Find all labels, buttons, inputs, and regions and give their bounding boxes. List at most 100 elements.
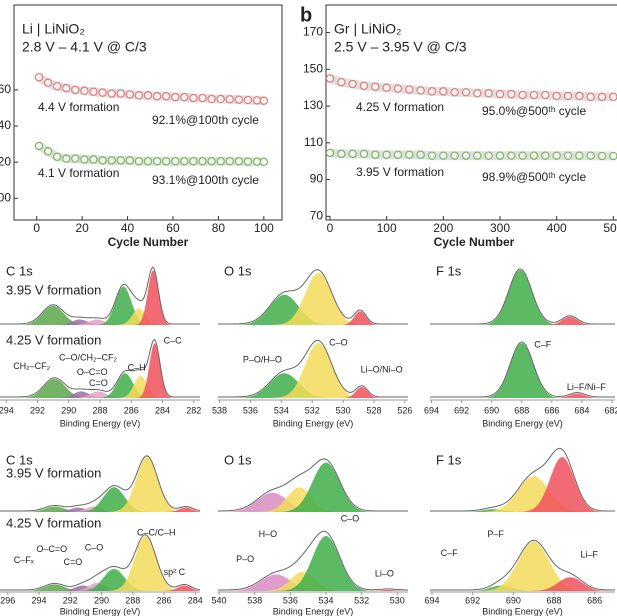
series-label: 4.4 V formation xyxy=(38,100,119,114)
marker xyxy=(80,155,89,164)
fitted-peak xyxy=(218,589,408,591)
peak-label: Li–F xyxy=(581,550,599,560)
marker xyxy=(43,78,53,87)
marker xyxy=(234,157,244,166)
marker xyxy=(189,157,198,166)
marker xyxy=(427,87,437,96)
x-axis-title: Binding Energy (eV) xyxy=(60,418,141,428)
marker xyxy=(541,151,550,160)
peak-label: sp² C xyxy=(164,567,186,577)
y-tick-label: 150 xyxy=(303,61,323,75)
x-axis-title: Cycle Number xyxy=(434,235,515,249)
x-tick-label: 0 xyxy=(33,221,40,235)
marker xyxy=(416,86,425,95)
x-tick-label: 530 xyxy=(390,595,405,605)
x-tick-label: 538 xyxy=(212,405,227,415)
fitted-peak xyxy=(218,373,408,398)
marker xyxy=(34,141,44,151)
marker xyxy=(507,151,516,160)
peak-label: Li–O/Ni–O xyxy=(361,364,403,374)
x-tick-label: 286 xyxy=(124,405,139,415)
fitted-peak xyxy=(0,378,200,398)
x-tick-label: 694 xyxy=(425,595,440,605)
marker xyxy=(125,90,135,99)
x-tick-label: 682 xyxy=(604,405,617,415)
fitted-peak xyxy=(218,462,408,512)
x-axis-title: Binding Energy (eV) xyxy=(273,606,354,616)
envelope xyxy=(430,539,616,591)
marker xyxy=(243,157,253,166)
x-tick-label: 536 xyxy=(243,405,258,415)
marker xyxy=(207,94,216,104)
marker xyxy=(371,150,380,159)
envelope xyxy=(0,266,200,325)
peak-label: O–C=O xyxy=(77,367,108,377)
fitted-peak xyxy=(430,270,615,325)
y-tick-label: 120 xyxy=(0,154,11,168)
y-tick-label: 110 xyxy=(304,135,323,149)
plot-frame xyxy=(13,4,283,221)
y-tick-label: 130 xyxy=(303,98,323,112)
marker xyxy=(563,91,573,101)
peak-label: C–Fₓ xyxy=(14,555,34,565)
x-tick-label: 100 xyxy=(377,221,397,235)
marker xyxy=(416,150,425,159)
x-axis-title: Binding Energy (eV) xyxy=(482,606,563,616)
fitted-peak xyxy=(430,316,615,325)
marker xyxy=(71,154,80,163)
peak-label: P–F xyxy=(487,529,504,539)
marker xyxy=(189,93,198,103)
marker xyxy=(161,92,171,101)
fitted-peak xyxy=(218,311,408,325)
marker xyxy=(152,157,162,166)
marker xyxy=(198,157,207,166)
marker xyxy=(609,151,617,161)
x-tick-label: 530 xyxy=(336,405,351,415)
marker xyxy=(325,74,335,83)
x-tick-label: 288 xyxy=(92,405,107,415)
x-tick-label: 528 xyxy=(367,405,382,415)
peak-label: O–C=O xyxy=(36,544,67,554)
marker xyxy=(382,83,391,92)
y-tick-label: 160 xyxy=(0,82,11,96)
x-tick-label: 500 xyxy=(603,221,617,235)
x-tick-label: 692 xyxy=(454,405,469,415)
marker xyxy=(252,96,262,105)
x-tick-label: 294 xyxy=(0,405,14,415)
marker xyxy=(125,156,135,165)
x-tick-label: 686 xyxy=(587,595,602,605)
retention-label: 93.1%@100th cycle xyxy=(152,173,259,187)
marker xyxy=(89,155,98,164)
peak-label: P–O/H–O xyxy=(243,355,282,365)
x-tick-label: 692 xyxy=(465,595,480,605)
marker xyxy=(529,151,539,160)
x-axis-title: Binding Energy (eV) xyxy=(273,418,354,428)
marker xyxy=(337,77,346,87)
y-tick-label: 100 xyxy=(0,190,11,204)
peak-label: C–C xyxy=(164,335,183,345)
marker xyxy=(243,95,253,105)
marker xyxy=(382,150,391,159)
marker xyxy=(52,82,62,91)
marker xyxy=(62,83,71,93)
marker xyxy=(98,156,107,165)
peak-label: C=O xyxy=(89,378,108,388)
envelope xyxy=(0,534,201,591)
chart-subtitle: 2.5 V – 3.95 V @ C/3 xyxy=(334,39,467,55)
fitted-peak xyxy=(0,506,200,512)
envelope xyxy=(0,455,201,512)
x-tick-label: 290 xyxy=(94,595,109,605)
y-tick-label: 170 xyxy=(303,25,323,39)
envelope xyxy=(218,269,408,325)
marker xyxy=(450,88,459,97)
chart-title: Gr | LiNiO₂ xyxy=(334,21,401,37)
x-axis-title: Binding Energy (eV) xyxy=(60,606,141,616)
marker xyxy=(43,147,53,156)
envelope xyxy=(430,447,616,512)
fitted-peak xyxy=(0,391,200,398)
fitted-peak xyxy=(0,536,200,591)
x-tick-label: 286 xyxy=(157,595,172,605)
marker xyxy=(427,151,437,160)
marker xyxy=(541,90,550,100)
marker xyxy=(171,92,180,102)
